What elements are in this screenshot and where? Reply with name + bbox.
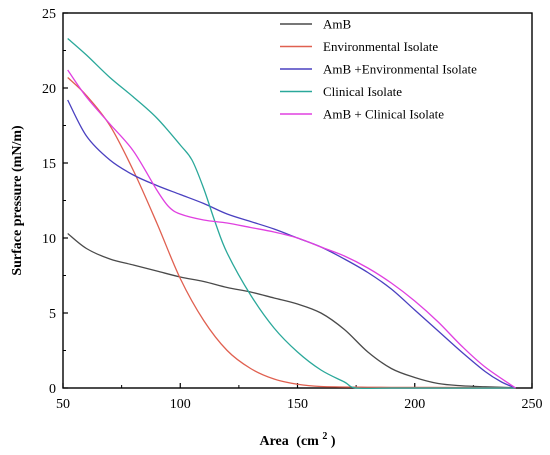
- series-line-3: [67, 99, 516, 389]
- y-tick-label: 20: [42, 82, 56, 97]
- y-tick-label: 0: [49, 382, 56, 397]
- legend-label: AmB: [323, 17, 352, 32]
- x-axis-ticks: 50 100 150 200 250: [56, 383, 543, 412]
- legend-label: AmB + Clinical Isolate: [323, 107, 444, 122]
- series-line-1: [67, 232, 516, 389]
- series-line-4: [67, 38, 516, 390]
- legend-label: Clinical Isolate: [323, 84, 402, 99]
- legend: AmB Environmental Isolate AmB +Environment…: [280, 17, 477, 122]
- x-tick-label: 250: [522, 397, 543, 412]
- x-axis-unit: (cm: [296, 434, 319, 449]
- legend-label: AmB +Environmental Isolate: [323, 62, 477, 77]
- x-tick-label: 200: [404, 397, 425, 412]
- x-tick-label: 100: [170, 397, 191, 412]
- x-axis-label: Area: [259, 434, 288, 449]
- y-tick-label: 15: [42, 157, 56, 172]
- legend-label: Environmental Isolate: [323, 39, 438, 54]
- x-axis-unit-close: ): [331, 434, 336, 449]
- series-lines: [67, 38, 516, 390]
- y-tick-label: 25: [42, 7, 56, 22]
- series-line-5: [67, 69, 516, 389]
- series-line-2: [67, 77, 516, 389]
- x-tick-label: 150: [287, 397, 308, 412]
- x-axis-title: Area (cm 2 ): [259, 428, 335, 449]
- x-axis-unit-exponent: 2: [322, 431, 327, 442]
- y-axis-title: Surface pressure (mN/m): [10, 125, 25, 276]
- y-tick-label: 10: [42, 232, 56, 247]
- x-tick-label: 50: [56, 397, 70, 412]
- y-tick-label: 5: [49, 307, 56, 322]
- y-axis-ticks: 0 5 10 15 20 25: [42, 7, 68, 397]
